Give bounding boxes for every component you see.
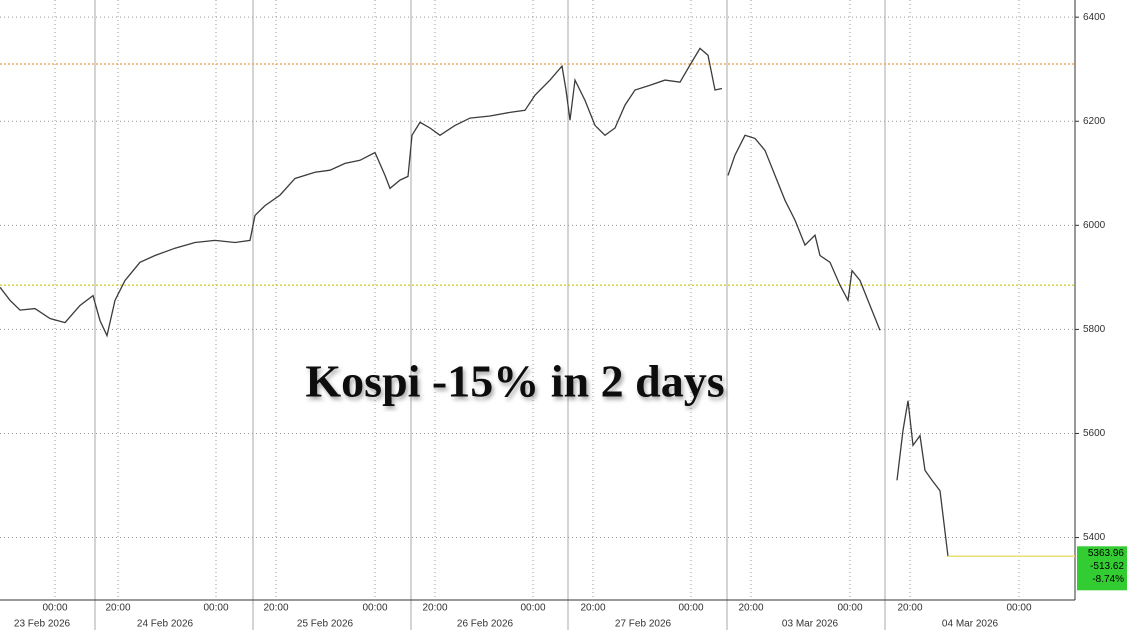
last-price-label: 5363.96 (1088, 548, 1125, 559)
date-label: 27 Feb 2026 (615, 619, 672, 630)
x-tick-label: 20:00 (580, 603, 605, 614)
x-tick-label: 20:00 (422, 603, 447, 614)
x-tick-label: 00:00 (362, 603, 387, 614)
date-label: 25 Feb 2026 (297, 619, 354, 630)
y-tick-label: 5600 (1083, 428, 1106, 439)
y-tick-label: 6200 (1083, 116, 1106, 127)
y-tick-label: 6000 (1083, 220, 1106, 231)
x-tick-label: 20:00 (263, 603, 288, 614)
date-label: 03 Mar 2026 (782, 619, 839, 630)
x-tick-label: 20:00 (105, 603, 130, 614)
x-tick-label: 00:00 (678, 603, 703, 614)
date-label: 04 Mar 2026 (942, 619, 999, 630)
date-label: 23 Feb 2026 (14, 619, 71, 630)
date-label: 24 Feb 2026 (137, 619, 194, 630)
x-tick-label: 00:00 (1006, 603, 1031, 614)
price-line (0, 47, 949, 557)
y-tick-label: 6400 (1083, 12, 1106, 23)
date-label: 26 Feb 2026 (457, 619, 514, 630)
x-tick-label: 00:00 (203, 603, 228, 614)
y-tick-label: 5400 (1083, 532, 1106, 543)
last-price-label: -8.74% (1092, 574, 1124, 585)
x-tick-label: 20:00 (738, 603, 763, 614)
x-tick-label: 20:00 (897, 603, 922, 614)
x-tick-label: 00:00 (42, 603, 67, 614)
x-tick-label: 00:00 (520, 603, 545, 614)
annotation: Kospi -15% in 2 days (305, 356, 724, 407)
last-price-label: -513.62 (1090, 561, 1124, 572)
last-price-box (1077, 546, 1127, 591)
x-tick-label: 00:00 (837, 603, 862, 614)
y-tick-label: 5800 (1083, 324, 1106, 335)
